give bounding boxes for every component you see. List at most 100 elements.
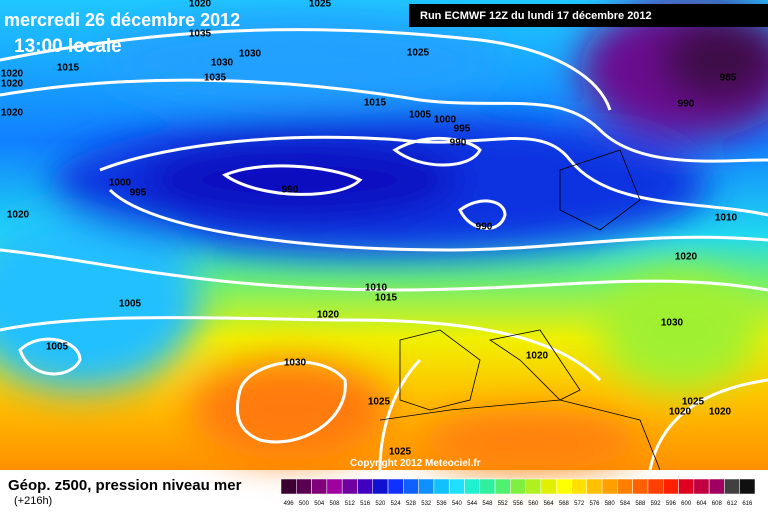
isobar-label: 1015 — [57, 63, 80, 74]
colorbar-label: 528 — [406, 501, 417, 507]
isobar-label: 1025 — [407, 48, 430, 59]
colorbar-label: 612 — [727, 501, 738, 507]
isobar-label: 990 — [282, 185, 299, 196]
colorbar-swatch — [663, 478, 679, 495]
colorbar-swatch — [341, 478, 358, 495]
isobar-label: 990 — [678, 99, 695, 110]
colorbar-swatch — [494, 478, 511, 495]
colorbar-label: 568 — [559, 501, 570, 507]
isobar-label: 1015 — [364, 98, 387, 109]
colorbar-swatch — [525, 478, 542, 495]
isobar-label: 1020 — [1, 69, 24, 80]
isobar-label: 1020 — [189, 0, 212, 10]
colorbar-swatch — [311, 478, 328, 495]
colorbar-label: 584 — [620, 501, 631, 507]
colorbar-swatch — [555, 478, 572, 495]
colorbar-label: 616 — [742, 501, 753, 507]
colorbar-swatch — [739, 478, 756, 495]
isobar-label: 1020 — [7, 210, 30, 221]
isobar-label: 1030 — [211, 58, 234, 69]
isobar-label: 1020 — [526, 351, 549, 362]
isobar-label: 1005 — [409, 110, 432, 121]
colorbar-swatch — [632, 478, 649, 495]
colorbar-swatch — [280, 478, 297, 495]
coastlines — [379, 149, 661, 471]
colorbar-label: 572 — [574, 501, 585, 507]
colorbar-label: 556 — [513, 501, 524, 507]
colorbar-swatch — [464, 478, 481, 495]
colorbar-swatch — [326, 478, 343, 495]
colorbar-label: 592 — [651, 501, 662, 507]
time-label: 13:00 locale — [14, 36, 122, 57]
run-label: Run ECMWF 12Z du lundi 17 décembre 2012 — [420, 10, 652, 22]
colorbar-label: 576 — [589, 501, 600, 507]
colorbar-label: 532 — [421, 501, 432, 507]
colorbar-label: 516 — [360, 501, 371, 507]
colorbar-label: 608 — [712, 501, 723, 507]
colorbar-label: 552 — [498, 501, 509, 507]
colorbar-swatch — [693, 478, 710, 495]
footer-lead: (+216h) — [14, 495, 52, 507]
colorbar-swatch — [403, 478, 419, 495]
isobar-label: 1020 — [669, 407, 692, 418]
colorbar-swatch — [678, 478, 695, 495]
isobar-label: 1035 — [204, 73, 227, 84]
date-label: mercredi 26 décembre 2012 — [4, 10, 240, 30]
colorbar-label: 524 — [391, 501, 402, 507]
colorbar-swatch — [372, 478, 389, 495]
colorbar-label: 512 — [345, 501, 356, 507]
isobar-label: 990 — [450, 138, 467, 149]
colorbar-label: 596 — [666, 501, 677, 507]
footer-title: Géop. z500, pression niveau mer — [8, 477, 242, 494]
isobar-label: 1015 — [375, 293, 398, 304]
colorbar-label: 540 — [452, 501, 463, 507]
isobar-label: 1005 — [46, 342, 69, 353]
colorbar-label: 496 — [284, 501, 295, 507]
isobar-label: 1025 — [368, 397, 391, 408]
colorbar-swatch — [647, 478, 664, 495]
isobar-label: 1005 — [119, 299, 142, 310]
isobar-label: 995 — [454, 124, 471, 135]
colorbar-label: 564 — [544, 501, 555, 507]
isobar-label: 985 — [720, 73, 737, 84]
colorbar-swatch — [617, 478, 633, 495]
colorbar-swatch — [540, 478, 557, 495]
run-banner — [409, 4, 768, 27]
copyright: Copyright 2012 Meteociel.fr — [350, 458, 481, 469]
colorbar-swatch — [387, 478, 404, 495]
colorbar-label: 536 — [437, 501, 448, 507]
isobar-label: 1020 — [709, 407, 732, 418]
isobars — [0, 28, 768, 471]
isobar-label: 1030 — [661, 318, 684, 329]
isobar-label: 1025 — [389, 447, 412, 458]
isobar-label: 1035 — [189, 29, 212, 40]
colorbar-label: 588 — [635, 501, 646, 507]
colorbar-swatch — [357, 478, 373, 495]
isobar-label: 1000 — [109, 178, 132, 189]
isobar-label: 1020 — [675, 252, 698, 263]
colorbar-swatch — [601, 478, 618, 495]
colorbar-swatch — [448, 478, 465, 495]
isobar-label: 1000 — [434, 115, 457, 126]
colorbar-swatch — [586, 478, 603, 495]
colorbar-swatch — [296, 478, 312, 495]
isobar-label: 1010 — [365, 283, 388, 294]
isobar-label: 990 — [476, 222, 493, 233]
colorbar: 496 500 504 508 512 516 520 524 528 532 536 540 544 5… — [280, 478, 756, 507]
colorbar-swatch — [724, 478, 740, 495]
colorbar-label: 500 — [299, 501, 310, 507]
isobar-label-layer: 1025102010351030103010351025101510201020… — [1, 0, 738, 458]
isobar-label: 1020 — [1, 79, 24, 90]
colorbar-label: 600 — [681, 501, 692, 507]
colorbar-label: 508 — [330, 501, 341, 507]
isobar-label: 1020 — [317, 310, 340, 321]
colorbar-label: 548 — [482, 501, 493, 507]
colorbar-swatch — [418, 478, 435, 495]
isobar-label: 1030 — [284, 358, 307, 369]
colorbar-swatch — [433, 478, 450, 495]
colorbar-label: 560 — [528, 501, 539, 507]
map-background — [0, 0, 768, 470]
colorbar-label: 520 — [375, 501, 386, 507]
isobar-label: 1020 — [1, 108, 24, 119]
